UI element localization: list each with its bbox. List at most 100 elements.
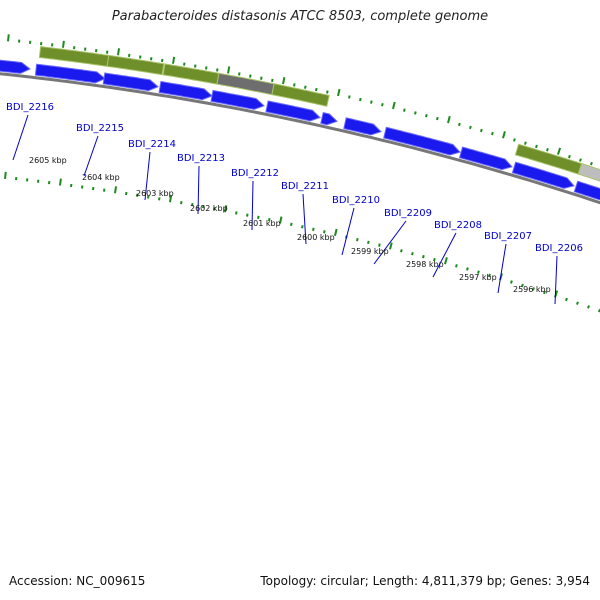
tick-mark — [444, 257, 448, 265]
tick-mark — [290, 222, 293, 227]
tick-mark — [389, 242, 393, 250]
tick-mark — [568, 154, 571, 159]
tick-mark — [356, 237, 359, 242]
tick-mark — [502, 131, 506, 139]
tick-mark — [469, 125, 472, 130]
tick-mark — [213, 207, 216, 211]
tick-mark — [337, 88, 341, 97]
tick-mark — [282, 77, 286, 85]
tick-mark — [235, 211, 238, 215]
tick-mark — [326, 90, 329, 94]
leader-line — [251, 180, 254, 231]
tick-mark — [587, 305, 590, 309]
tick-mark — [422, 254, 425, 259]
tick-mark — [271, 78, 274, 83]
tick-mark — [7, 34, 10, 42]
tick-mark — [543, 290, 546, 295]
tick-mark — [348, 95, 351, 99]
leader-line — [12, 114, 29, 161]
tick-mark — [359, 97, 362, 102]
tick-mark — [260, 76, 263, 80]
tick-mark — [510, 280, 513, 284]
kbp-label: 2596 kbp — [513, 285, 551, 294]
tick-mark — [257, 215, 260, 220]
kbp-label: 2598 kbp — [406, 260, 444, 269]
forward-gene-arrow — [573, 180, 600, 201]
reverse-gene-box — [216, 72, 275, 96]
kbp-label: 2605 kbp — [29, 156, 67, 165]
tick-mark — [414, 111, 417, 115]
genome-summary-text: Topology: circular; Length: 4,811,379 bp… — [260, 574, 590, 588]
tick-mark — [579, 158, 582, 162]
leader-line — [341, 207, 355, 256]
tick-mark — [491, 131, 494, 136]
accession-text: Accession: NC_009615 — [9, 574, 146, 588]
forward-gene-arrow — [458, 146, 513, 171]
tick-mark — [367, 240, 370, 245]
tick-mark — [521, 283, 524, 288]
tick-mark — [117, 48, 120, 56]
tick-mark — [180, 200, 183, 205]
tick-mark — [312, 227, 315, 231]
tick-mark — [477, 270, 480, 274]
tick-mark — [378, 243, 381, 247]
kbp-label: 2597 kbp — [459, 273, 497, 282]
forward-gene-arrow — [0, 59, 31, 74]
tick-mark — [268, 217, 271, 222]
tick-mark — [238, 72, 241, 76]
forward-gene-arrow — [34, 63, 106, 84]
tick-mark — [425, 114, 428, 118]
tick-mark — [447, 115, 451, 124]
tick-mark — [466, 267, 469, 271]
kbp-label: 2599 kbp — [351, 247, 389, 256]
leader-line — [302, 193, 307, 245]
tick-mark — [59, 178, 62, 186]
tick-mark — [557, 147, 562, 155]
forward-gene-arrow — [343, 117, 382, 136]
tick-mark — [370, 100, 373, 104]
tick-mark — [194, 64, 197, 68]
tick-mark — [323, 230, 326, 234]
tick-mark — [202, 204, 205, 209]
tick-mark — [205, 66, 208, 70]
tick-mark — [455, 264, 458, 268]
gene-label: BDI_2212 — [231, 168, 279, 179]
tick-mark — [433, 257, 436, 262]
tick-mark — [4, 171, 7, 179]
tick-mark — [293, 83, 296, 87]
gene-label: BDI_2215 — [76, 123, 124, 134]
gene-label: BDI_2210 — [332, 195, 380, 206]
tick-mark — [246, 213, 249, 217]
genome-backbone — [0, 72, 600, 205]
gene-label: BDI_2208 — [434, 220, 482, 231]
tick-mark — [565, 297, 568, 302]
tick-mark — [535, 144, 538, 149]
tick-mark — [392, 101, 396, 110]
tick-mark — [191, 202, 194, 207]
forward-gene-arrow — [265, 100, 321, 122]
tick-mark — [304, 85, 307, 89]
tick-mark — [513, 138, 516, 142]
forward-gene-arrow — [383, 126, 461, 156]
tick-mark — [279, 216, 283, 224]
tick-mark — [62, 40, 65, 48]
tick-mark — [224, 205, 228, 213]
gene-label: BDI_2207 — [484, 231, 532, 242]
kbp-label: 2600 kbp — [297, 233, 335, 242]
gene-label: BDI_2206 — [535, 243, 583, 254]
kbp-label: 2604 kbp — [82, 173, 120, 182]
forward-gene-arrow — [102, 72, 159, 92]
tick-mark — [227, 66, 231, 74]
tick-mark — [400, 249, 403, 253]
forward-gene-arrow — [320, 112, 338, 126]
tick-mark — [436, 116, 439, 121]
page-title: Parabacteroides distasonis ATCC 8503, co… — [111, 9, 489, 24]
leader-line — [554, 255, 558, 305]
reverse-gene-box — [271, 83, 330, 107]
tick-mark — [532, 287, 535, 291]
gene-label: BDI_2213 — [177, 153, 225, 164]
leader-line — [144, 151, 151, 201]
tick-mark — [524, 141, 527, 145]
